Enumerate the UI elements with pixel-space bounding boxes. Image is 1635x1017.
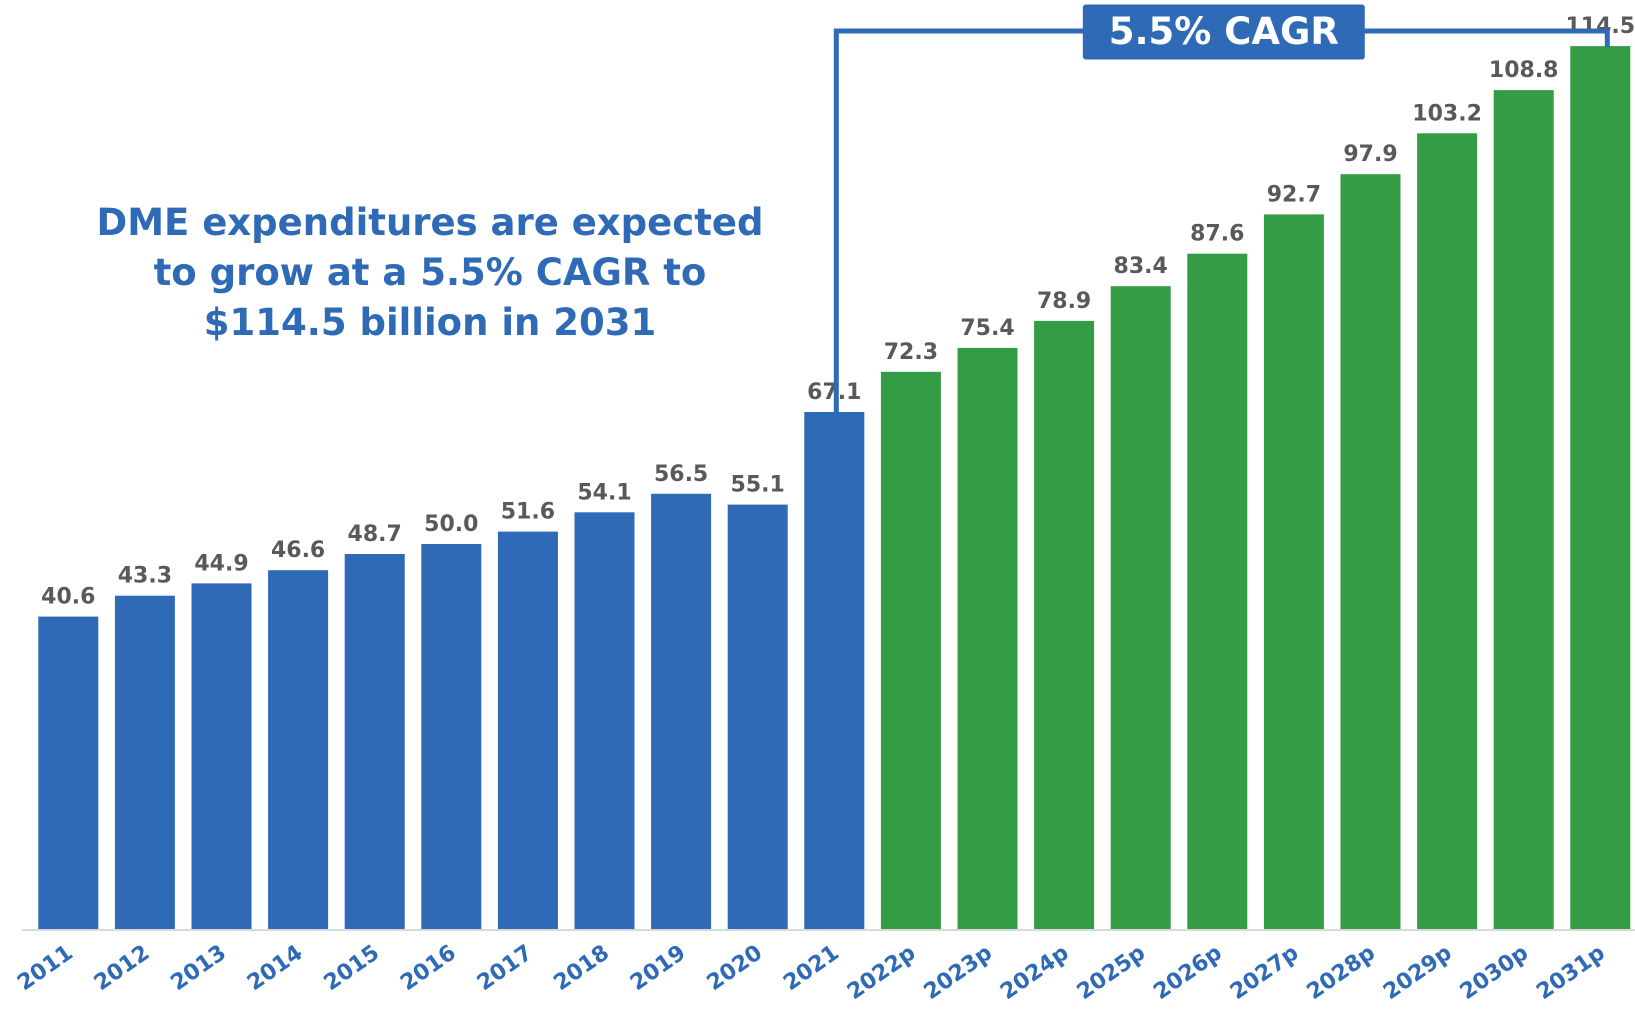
value-label-2017: 51.6: [501, 500, 555, 525]
x-tick-label-2022p: 2022p: [843, 940, 920, 1005]
value-label-2024p: 78.9: [1037, 289, 1091, 314]
value-label-2012: 43.3: [118, 564, 172, 589]
bars-group: [38, 46, 1631, 931]
x-tick-label-2013: 2013: [166, 940, 230, 996]
bar-2028p: [1340, 174, 1401, 930]
bar-2014: [268, 570, 329, 930]
bar-2016: [421, 544, 482, 930]
x-tick-label-2027p: 2027p: [1226, 940, 1303, 1005]
x-tick-label-2019: 2019: [626, 940, 690, 996]
value-label-2023p: 75.4: [960, 316, 1014, 341]
x-tick-label-2030p: 2030p: [1456, 940, 1533, 1005]
value-label-2030p: 108.8: [1489, 58, 1559, 83]
bar-2020: [727, 504, 788, 930]
value-label-2029p: 103.2: [1412, 101, 1482, 126]
bar-2017: [497, 531, 558, 930]
value-label-2028p: 97.9: [1343, 142, 1397, 167]
x-tick-label-2018: 2018: [549, 940, 613, 996]
bar-2019: [651, 493, 712, 930]
bar-2027p: [1263, 214, 1324, 930]
bar-2031p: [1570, 46, 1631, 931]
value-label-2022p: 72.3: [884, 340, 938, 365]
x-tick-label-2021: 2021: [779, 940, 843, 996]
x-tick-label-2017: 2017: [473, 940, 537, 996]
annotation-line-2: to grow at a 5.5% CAGR to: [153, 251, 707, 294]
bar-2030p: [1493, 90, 1554, 931]
value-label-2020: 55.1: [731, 473, 785, 498]
value-label-2018: 54.1: [577, 480, 631, 505]
value-label-2025p: 83.4: [1114, 254, 1168, 279]
cagr-bracket: 5.5% CAGR: [833, 4, 1610, 463]
x-tick-label-2011: 2011: [13, 940, 77, 996]
value-label-2019: 56.5: [654, 462, 708, 487]
bar-2015: [344, 554, 405, 930]
x-tick-label-2026p: 2026p: [1149, 940, 1226, 1005]
x-tick-label-2016: 2016: [396, 940, 460, 996]
bar-2013: [191, 583, 252, 930]
value-label-2011: 40.6: [41, 585, 95, 610]
value-label-2016: 50.0: [424, 512, 478, 537]
value-label-2014: 46.6: [271, 538, 325, 563]
bar-2022p: [880, 371, 941, 930]
bar-2026p: [1187, 253, 1248, 930]
x-tick-label-2014: 2014: [243, 940, 307, 996]
x-tick-label-2023p: 2023p: [920, 940, 997, 1005]
value-label-2031p: 114.5: [1566, 14, 1635, 39]
growth-annotation: DME expenditures are expected to grow at…: [60, 198, 800, 348]
bar-2012: [114, 595, 175, 930]
x-tick-label-2028p: 2028p: [1303, 940, 1380, 1005]
value-label-2027p: 92.7: [1267, 182, 1321, 207]
x-tick-label-2025p: 2025p: [1073, 940, 1150, 1005]
cagr-badge: [1082, 4, 1365, 60]
annotation-line-3: $114.5 billion in 2031: [203, 301, 657, 344]
bar-2023p: [957, 347, 1018, 930]
bar-2021: [804, 412, 865, 930]
value-label-2026p: 87.6: [1190, 222, 1244, 247]
x-tick-labels-group: 2011 2012 2013 2014 2015 2016 2017 2018 2019 2020…: [13, 940, 1609, 1005]
x-tick-label-2031p: 2031p: [1532, 940, 1609, 1005]
x-tick-label-2015: 2015: [320, 940, 384, 996]
x-tick-label-2020: 2020: [703, 940, 767, 996]
annotation-line-1: DME expenditures are expected: [96, 201, 764, 244]
x-tick-label-2029p: 2029p: [1379, 940, 1456, 1005]
bar-2024p: [1034, 320, 1095, 930]
bar-2018: [574, 512, 635, 930]
x-tick-label-2012: 2012: [90, 940, 154, 996]
bar-2029p: [1417, 133, 1478, 931]
x-tick-label-2024p: 2024p: [996, 940, 1073, 1005]
value-label-2013: 44.9: [194, 551, 248, 576]
cagr-badge-label: 5.5% CAGR: [1109, 10, 1339, 53]
bar-2011: [38, 616, 99, 930]
bar-2025p: [1110, 286, 1171, 930]
value-label-2015: 48.7: [348, 522, 402, 547]
